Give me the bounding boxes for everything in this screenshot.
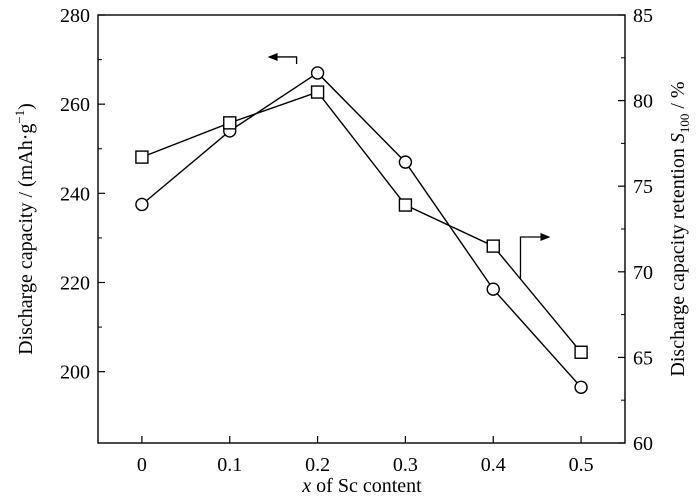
x-tick-label: 0.4 — [481, 454, 506, 476]
retention-point — [486, 239, 500, 253]
x-ticks: 0 0.1 0.2 0.3 0.4 0.5 — [137, 436, 594, 476]
retention-point — [310, 85, 325, 99]
y-right-tick-label: 80 — [633, 91, 653, 113]
series-layer — [135, 66, 588, 394]
y-left-tick-label: 260 — [60, 94, 90, 116]
y-left-ticks: 200 220 240 260 280 — [60, 5, 105, 384]
y-left-tick-label: 280 — [60, 5, 90, 27]
capacity-series-line — [141, 72, 582, 388]
capacity-point — [574, 380, 588, 394]
capacity-point — [486, 282, 500, 296]
y-left-tick-label: 200 — [60, 362, 90, 384]
y-left-tick-label: 240 — [60, 183, 90, 205]
y-right-tick-label: 60 — [633, 433, 653, 455]
retention-point — [223, 116, 237, 130]
capacity-point — [135, 197, 149, 212]
y-left-tick-label: 220 — [60, 273, 90, 295]
x-axis-title: x of Sc content — [301, 475, 422, 497]
retention-point — [574, 345, 588, 359]
y-right-ticks: 60 65 70 75 80 85 — [618, 5, 653, 455]
x-tick-label: 0.2 — [305, 454, 330, 476]
right-axis-arrowhead — [540, 233, 551, 242]
y-left-axis-title: Discharge capacity / (mAh·g−1) — [12, 103, 37, 355]
retention-point — [398, 198, 413, 212]
capacity-point — [310, 66, 325, 80]
y-right-tick-label: 75 — [633, 176, 653, 198]
plot-frame — [97, 14, 626, 444]
x-tick-label: 0.3 — [393, 454, 418, 476]
capacity-point — [398, 155, 413, 169]
x-tick-label: 0.5 — [569, 454, 594, 476]
right-axis-arrow-line — [519, 236, 545, 280]
y-right-tick-label: 65 — [633, 347, 653, 369]
annotation-layer — [267, 52, 551, 280]
left-axis-arrow-line — [273, 56, 298, 64]
left-axis-arrowhead — [267, 52, 278, 61]
y-right-tick-label: 70 — [633, 262, 653, 284]
y-right-tick-label: 85 — [633, 5, 653, 27]
x-tick-label: 0 — [137, 454, 147, 476]
y-right-axis-title: Discharge capacity retention S100 / % — [667, 81, 692, 376]
retention-point — [135, 150, 149, 164]
retention-series-line — [141, 91, 582, 353]
x-tick-label: 0.1 — [217, 454, 242, 476]
